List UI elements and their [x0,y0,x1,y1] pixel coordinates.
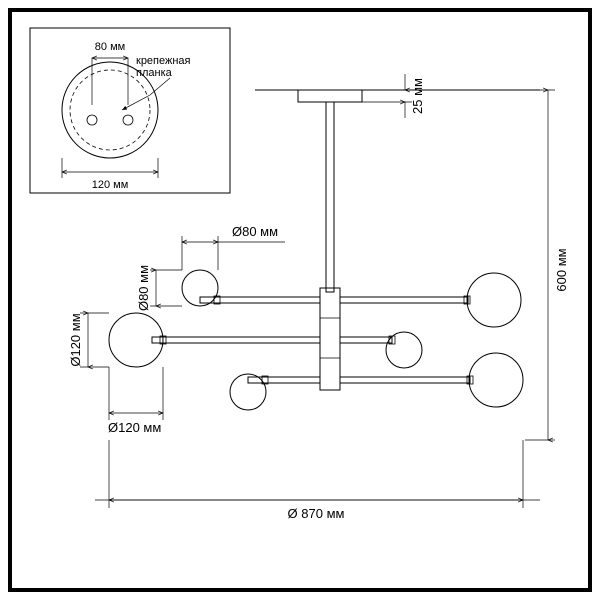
dim-height: 600 мм [554,248,569,291]
dim-d120-bottom: Ø120 мм [108,420,161,435]
inset-width-dim: 120 мм [92,179,129,191]
dim-d80-side: Ø80 мм [136,265,151,311]
dim-plate-h: 25 мм [410,78,425,114]
dim-d80-top: Ø80 мм [232,224,278,239]
outer-frame [10,10,590,590]
inset-panel: 80 мм крепежная планка 120 мм [30,28,230,193]
dim-width: Ø 870 мм [288,506,345,521]
inset-label2: планка [136,67,173,79]
inset-hole-dim: 80 мм [95,41,125,53]
dim-d120-side: Ø120 мм [68,313,83,366]
fixture-drawing [95,90,540,500]
inset-label1: крепежная [136,55,191,67]
